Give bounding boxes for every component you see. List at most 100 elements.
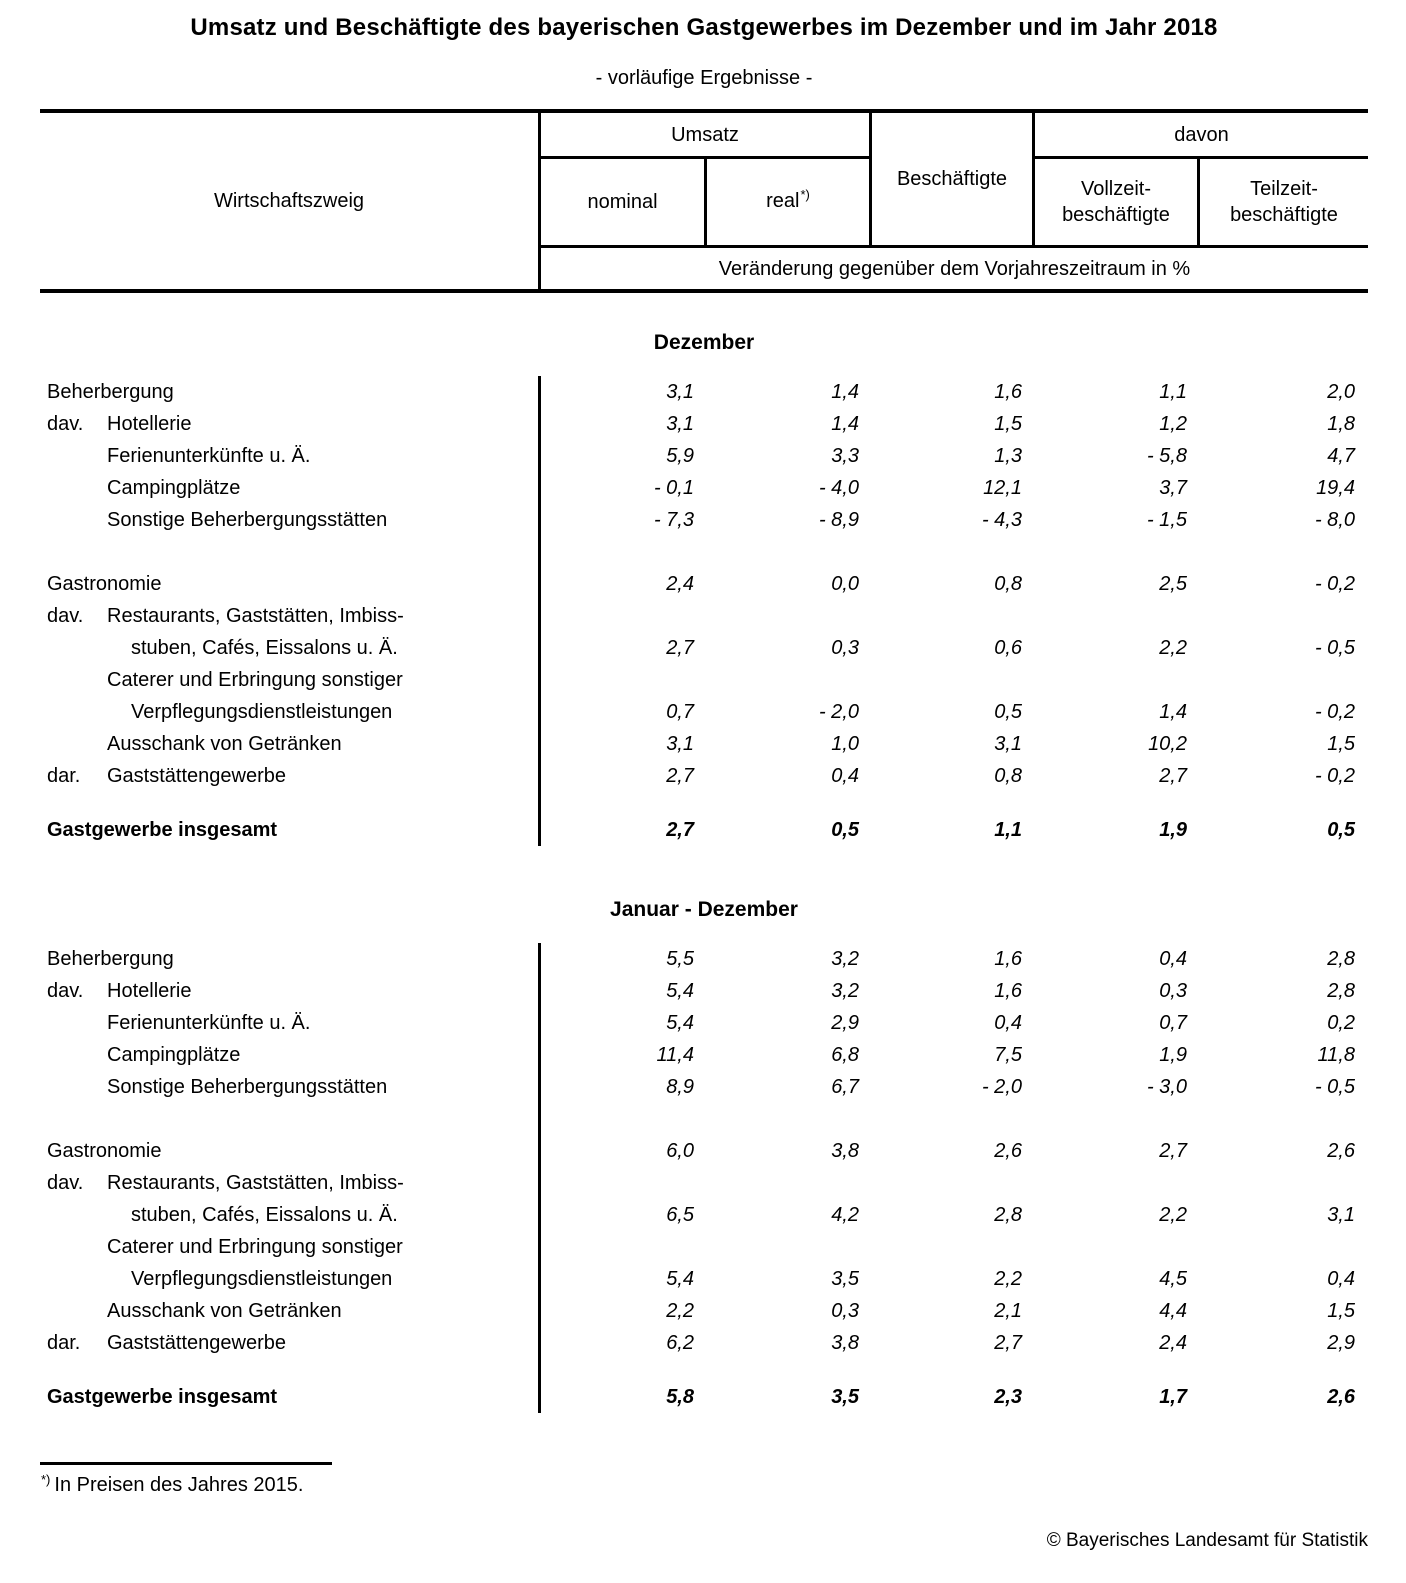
- spacer-row: [40, 1359, 1368, 1381]
- table-row: Gastronomie 2,4 0,0 0,8 2,5 - 0,2: [40, 568, 1368, 600]
- row-label-cell: stuben, Cafés, Eissalons u. Ä.: [40, 1199, 541, 1231]
- table-header: Wirtschaftszweig Umsatz Beschäftigte dav…: [40, 109, 1368, 293]
- header-teilzeit-line2: beschäftigte: [1230, 204, 1338, 226]
- row-value: 2,6: [1327, 1385, 1355, 1408]
- row-value: [1035, 600, 1200, 632]
- row-value: 3,5: [831, 1385, 859, 1408]
- row-value: 4,4: [1159, 1299, 1187, 1322]
- row-label: Sonstige Beherbergungsstätten: [107, 508, 388, 531]
- row-value: - 2,0: [981, 1075, 1022, 1098]
- row-value: 0,5: [994, 700, 1022, 723]
- row-value: 11,4: [656, 1043, 694, 1066]
- row-value: [1035, 1167, 1200, 1199]
- row-prefix: dav.: [47, 1171, 84, 1194]
- footnote-rule: [40, 1462, 332, 1465]
- row-value: - 7,3: [653, 508, 694, 531]
- header-vollzeit-line1: Vollzeit-: [1080, 178, 1152, 200]
- row-value: 6,5: [666, 1203, 694, 1226]
- row-value: 2,8: [994, 1203, 1022, 1226]
- row-value: 7,5: [994, 1043, 1022, 1066]
- table-row: dav. Restaurants, Gaststätten, Imbiss-: [40, 1167, 1368, 1199]
- row-label: Verpflegungsdienstleistungen: [131, 700, 393, 723]
- row-value: [872, 600, 1035, 632]
- row-value: 6,7: [831, 1075, 859, 1098]
- row-value: 2,7: [666, 818, 694, 841]
- header-real-text: real*): [766, 187, 810, 212]
- row-value: 1,6: [994, 979, 1022, 1002]
- header-nominal: nominal: [541, 159, 707, 245]
- row-label: Restaurants, Gaststätten, Imbiss-: [107, 1171, 404, 1194]
- row-value: 2,2: [994, 1267, 1022, 1290]
- header-unit-row: Veränderung gegenüber dem Vorjahreszeitr…: [541, 245, 1368, 289]
- page-title: Umsatz und Beschäftigte des bayerischen …: [190, 14, 1218, 41]
- row-value: 1,9: [1159, 1043, 1187, 1066]
- row-value: 3,8: [831, 1331, 859, 1354]
- row-prefix: dav.: [47, 412, 84, 435]
- row-value: [707, 600, 872, 632]
- row-value: 2,4: [1159, 1331, 1187, 1354]
- row-label-cell: Sonstige Beherbergungsstätten: [40, 504, 541, 536]
- row-value: 1,5: [994, 412, 1022, 435]
- row-value: 5,4: [666, 1011, 694, 1034]
- row-label: Hotellerie: [107, 412, 192, 435]
- row-label: Gastronomie: [47, 1139, 162, 1162]
- row-value: 3,1: [994, 732, 1022, 755]
- row-value: 4,2: [831, 1203, 859, 1226]
- row-label-cell: Campingplätze: [40, 472, 541, 504]
- header-davon-group: davon: [1035, 113, 1368, 159]
- table-row: Gastgewerbe insgesamt 2,7 0,5 1,1 1,9 0,5: [40, 814, 1368, 846]
- table-section: Januar - Dezember Beherbergung 5,5 3,2 1,6 0,…: [40, 898, 1368, 1413]
- table-row: dav. Hotellerie 3,1 1,4 1,5 1,2 1,8: [40, 408, 1368, 440]
- row-value: 2,8: [1327, 979, 1355, 1002]
- row-label-cell: dav. Restaurants, Gaststätten, Imbiss-: [40, 1167, 541, 1199]
- row-value: 12,1: [983, 476, 1022, 499]
- row-label: Gaststättengewerbe: [107, 1331, 286, 1354]
- table-row: Caterer und Erbringung sonstiger: [40, 1231, 1368, 1263]
- row-label-cell: Gastgewerbe insgesamt: [40, 814, 541, 846]
- row-value: - 8,0: [1314, 508, 1355, 531]
- spacer-row: [40, 1103, 1368, 1135]
- table-row: Caterer und Erbringung sonstiger: [40, 664, 1368, 696]
- row-value: 4,7: [1327, 444, 1355, 467]
- row-prefix: dar.: [47, 1331, 81, 1354]
- row-value: 5,4: [666, 1267, 694, 1290]
- row-value: [1200, 664, 1368, 696]
- row-label: Gastronomie: [47, 572, 162, 595]
- row-label: Ferienunterkünfte u. Ä.: [107, 1011, 311, 1034]
- row-label: Beherbergung: [47, 947, 174, 970]
- row-value: 1,4: [831, 380, 859, 403]
- row-label-cell: Gastgewerbe insgesamt: [40, 1381, 541, 1413]
- row-value: 1,9: [1159, 818, 1187, 841]
- row-label: Hotellerie: [107, 979, 192, 1002]
- table-row: Beherbergung 3,1 1,4 1,6 1,1 2,0: [40, 376, 1368, 408]
- row-label-cell: [40, 1359, 541, 1381]
- row-value: 0,7: [1159, 1011, 1187, 1034]
- row-label-cell: Caterer und Erbringung sonstiger: [40, 664, 541, 696]
- row-label: Campingplätze: [107, 1043, 241, 1066]
- row-label-cell: dav. Hotellerie: [40, 975, 541, 1007]
- row-value: 3,2: [831, 947, 859, 970]
- row-value: 5,5: [666, 947, 694, 970]
- header-umsatz-group: Umsatz: [541, 113, 872, 159]
- table-row: Ausschank von Getränken 2,2 0,3 2,1 4,4 1,5: [40, 1295, 1368, 1327]
- row-value: 3,5: [831, 1267, 859, 1290]
- row-value: 1,0: [831, 732, 859, 755]
- row-value: 0,2: [1327, 1011, 1355, 1034]
- row-value: 2,9: [1327, 1331, 1355, 1354]
- table-row: Sonstige Beherbergungsstätten 8,9 6,7 - 2,0…: [40, 1071, 1368, 1103]
- row-value: [541, 1167, 707, 1199]
- table-row: Ferienunterkünfte u. Ä. 5,9 3,3 1,3 - 5,8 4,7: [40, 440, 1368, 472]
- row-value: 5,9: [666, 444, 694, 467]
- row-value: 2,7: [666, 764, 694, 787]
- row-value: 1,1: [994, 818, 1022, 841]
- row-value: - 0,2: [1314, 764, 1355, 787]
- row-value: 6,0: [666, 1139, 694, 1162]
- row-label: Campingplätze: [107, 476, 241, 499]
- section-title: Dezember: [653, 331, 755, 354]
- row-value: 0,3: [1159, 979, 1187, 1002]
- row-value: 1,2: [1159, 412, 1187, 435]
- row-value: 3,1: [666, 380, 694, 403]
- page-subtitle: - vorläufige Ergebnisse -: [595, 67, 813, 89]
- row-value: 3,1: [666, 732, 694, 755]
